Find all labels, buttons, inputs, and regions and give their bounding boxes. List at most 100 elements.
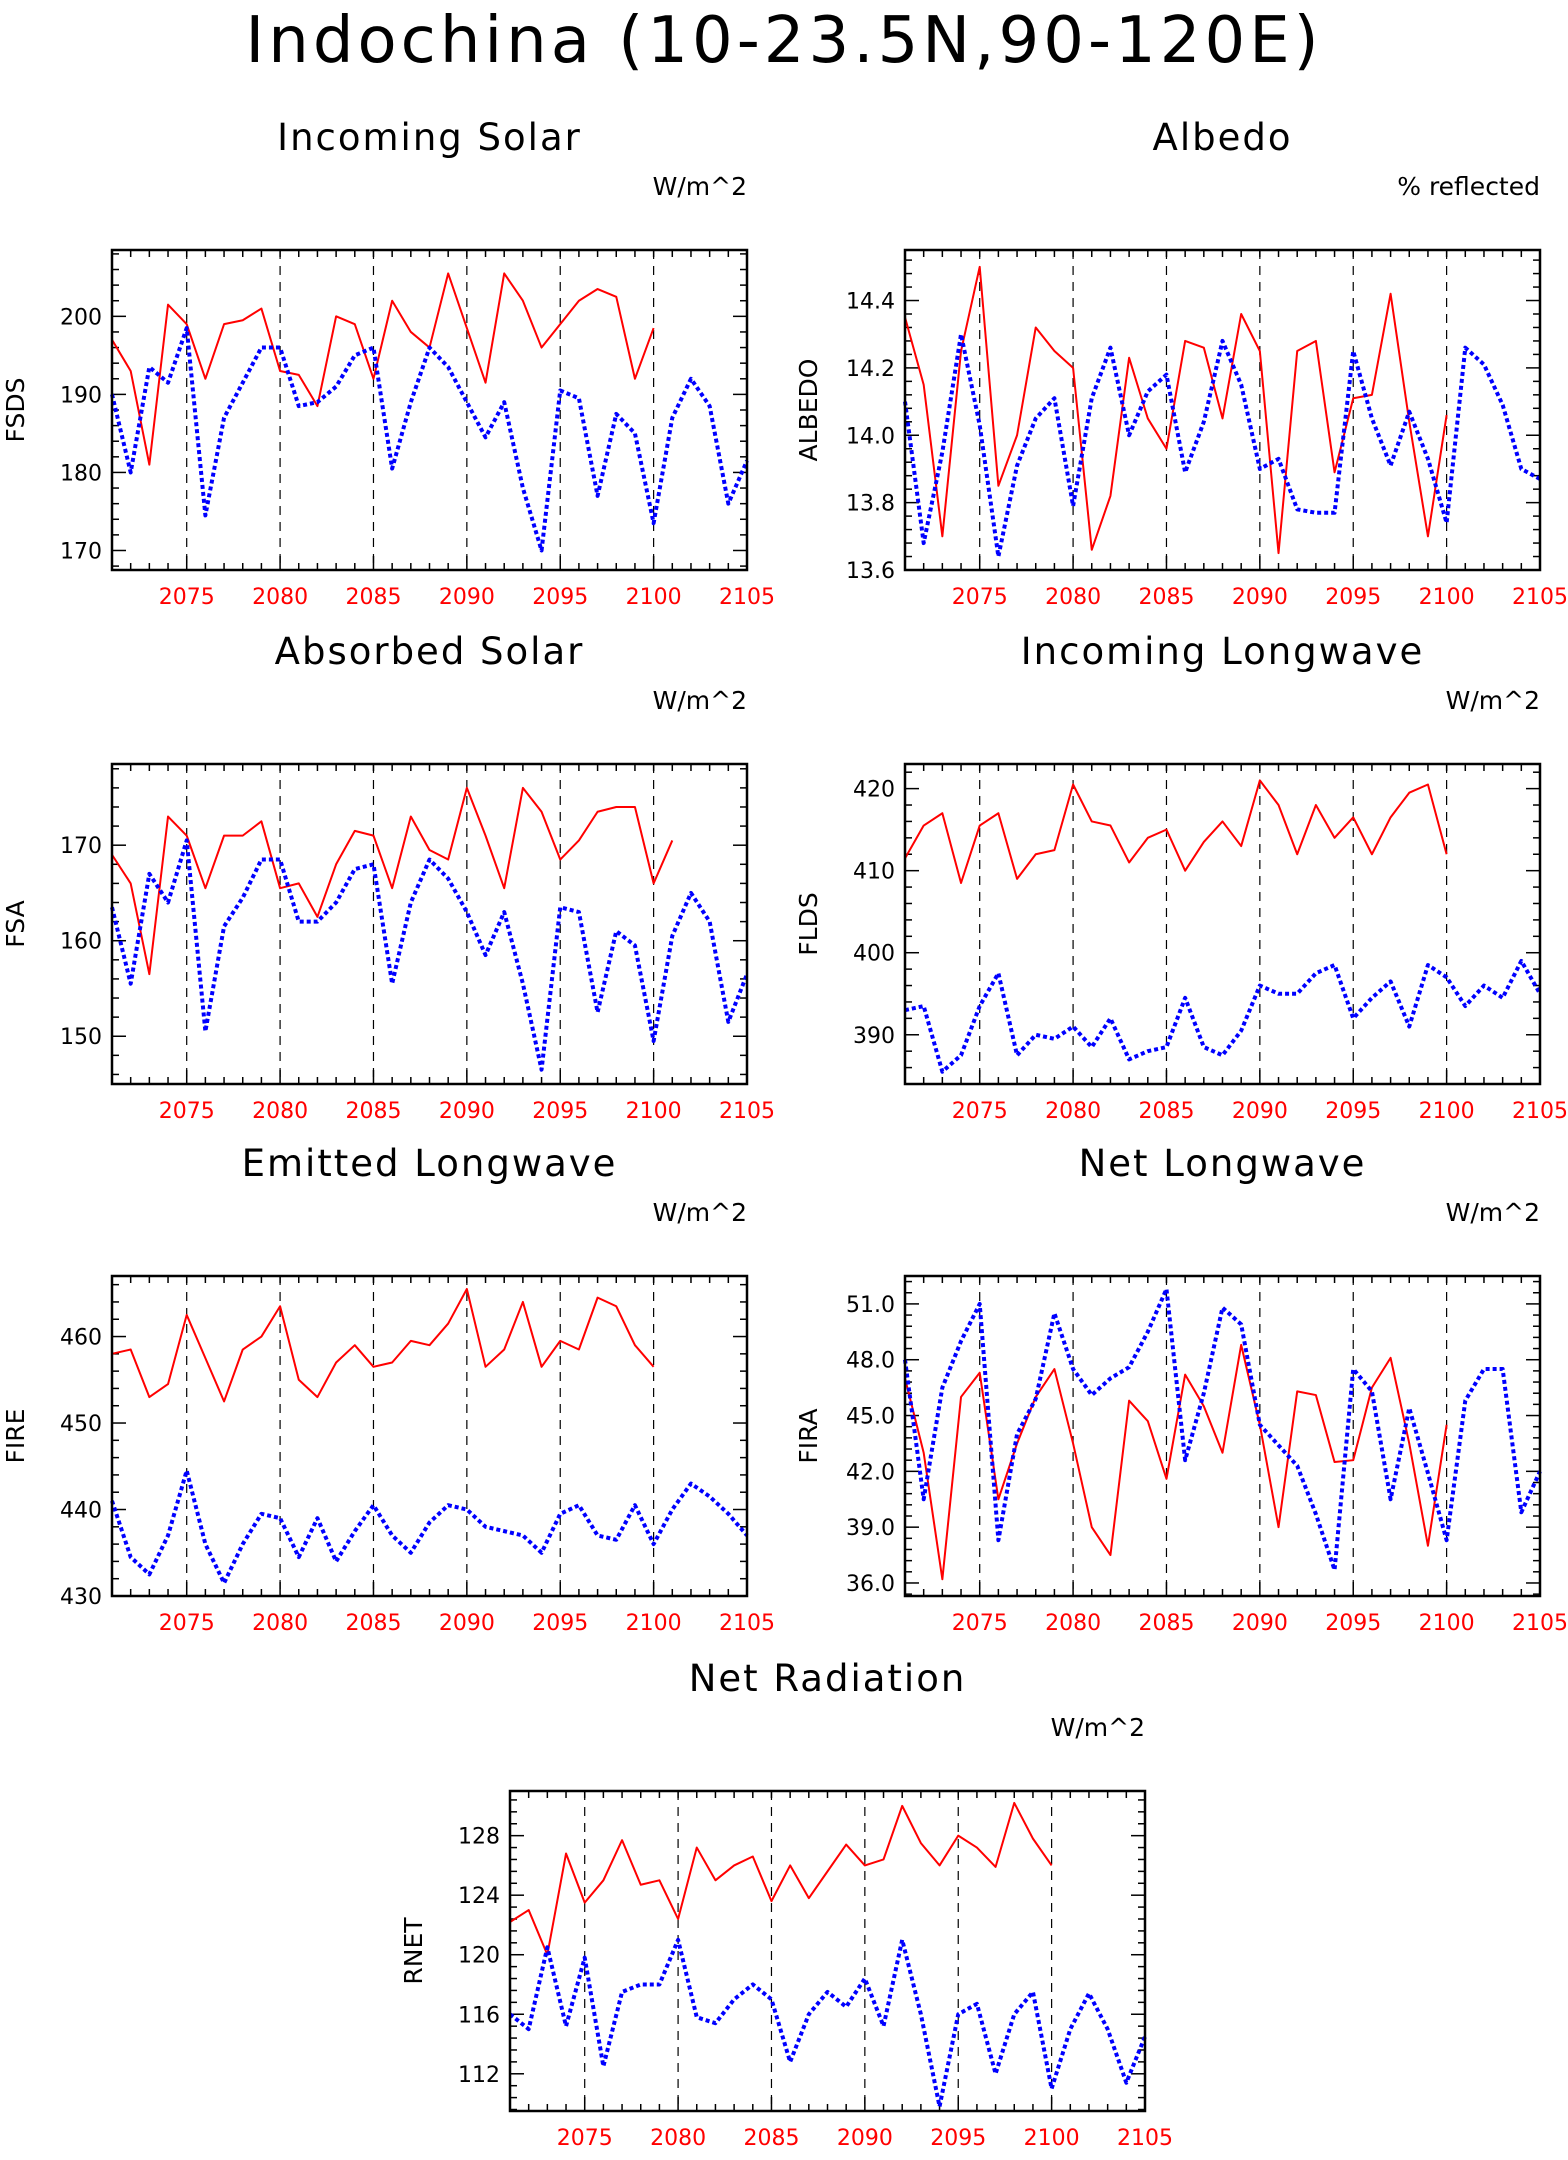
y-axis-label: FLDS	[794, 892, 823, 955]
x-tick-label: 2080	[1045, 1099, 1101, 1124]
y-axis-label: ALBEDO	[794, 359, 823, 462]
x-tick-label: 2085	[1138, 1611, 1194, 1636]
x-tick-label: 2075	[159, 1099, 215, 1124]
x-tick-label: 2095	[532, 585, 588, 610]
units-label: W/m^2	[653, 686, 747, 715]
x-tick-label: 2090	[439, 1611, 495, 1636]
x-tick-label: 2085	[743, 2126, 799, 2151]
y-tick-label: 42.0	[846, 1460, 895, 1485]
y-tick-label: 14.4	[846, 290, 895, 315]
y-tick-label: 460	[60, 1326, 102, 1351]
y-tick-label: 430	[60, 1585, 102, 1610]
plot-frame	[110, 1274, 749, 1598]
y-axis-label: FSA	[1, 900, 30, 947]
y-tick-label: 450	[60, 1412, 102, 1437]
y-tick-label: 36.0	[846, 1572, 895, 1597]
x-tick-label: 2105	[719, 1611, 775, 1636]
units-label: W/m^2	[1051, 1713, 1145, 1742]
x-tick-label: 2085	[1138, 1099, 1194, 1124]
y-tick-label: 48.0	[846, 1349, 895, 1374]
x-tick-label: 2080	[1045, 585, 1101, 610]
x-tick-label: 2090	[1232, 1099, 1288, 1124]
units-label: % reflected	[1397, 172, 1540, 201]
y-tick-label: 150	[60, 1025, 102, 1050]
chart-panel: 2075208020852090209521002105198019851990…	[1, 116, 775, 610]
series-line-future	[509, 1801, 1053, 1956]
y-tick-label: 180	[60, 461, 102, 486]
y-tick-label: 39.0	[846, 1516, 895, 1541]
series-line-future	[111, 786, 674, 976]
y-axis-label: RNET	[399, 1917, 428, 1985]
y-tick-label: 112	[458, 2063, 500, 2088]
x-tick-label: 2105	[1512, 1611, 1568, 1636]
y-tick-label: 440	[60, 1499, 102, 1524]
x-tick-label: 2105	[1512, 1099, 1568, 1124]
x-tick-label: 2105	[1117, 2126, 1173, 2151]
x-tick-label: 2090	[1232, 1611, 1288, 1636]
chart-panel: 2075208020852090209521002105198019851990…	[794, 116, 1568, 610]
chart-title: Absorbed Solar	[275, 630, 585, 673]
y-tick-label: 124	[458, 1884, 500, 1909]
chart-title: Net Radiation	[689, 1657, 967, 1700]
y-tick-label: 51.0	[846, 1293, 895, 1318]
x-tick-label: 2080	[252, 585, 308, 610]
series-line-future	[111, 272, 655, 466]
x-tick-label: 2100	[1419, 585, 1475, 610]
x-tick-label: 2080	[650, 2126, 706, 2151]
x-tick-label: 2100	[1419, 1611, 1475, 1636]
plot-frame	[903, 1274, 1542, 1598]
chart-panels: 2075208020852090209521002105198019851990…	[1, 116, 1568, 2151]
x-tick-label: 2095	[1325, 1099, 1381, 1124]
chart-panel: 2075208020852090209521002105198019851990…	[399, 1657, 1173, 2151]
series-line-future	[904, 265, 1448, 555]
x-tick-label: 2095	[930, 2126, 986, 2151]
x-tick-label: 2090	[1232, 585, 1288, 610]
series-line-historical	[110, 1468, 749, 1586]
chart-panel: 2075208020852090209521002105198019851990…	[1, 1142, 775, 1636]
y-tick-label: 410	[853, 860, 895, 885]
x-tick-label: 2100	[1419, 1099, 1475, 1124]
plot-frame	[110, 248, 749, 572]
units-label: W/m^2	[653, 172, 747, 201]
y-tick-label: 170	[60, 834, 102, 859]
series-line-historical	[110, 326, 749, 553]
plot-frame	[903, 248, 1542, 572]
x-tick-label: 2075	[952, 1611, 1008, 1636]
series-line-historical	[903, 332, 1541, 559]
y-tick-label: 13.8	[846, 492, 895, 517]
y-tick-label: 45.0	[846, 1405, 895, 1430]
y-tick-label: 170	[60, 539, 102, 564]
x-tick-label: 2100	[626, 1099, 682, 1124]
y-tick-label: 400	[853, 942, 895, 967]
y-axis-label: FSDS	[1, 378, 30, 443]
plot-frame	[110, 762, 749, 1086]
x-tick-label: 2105	[719, 1099, 775, 1124]
y-tick-label: 200	[60, 305, 102, 330]
x-tick-label: 2090	[439, 585, 495, 610]
series-line-historical	[903, 1287, 1542, 1572]
x-tick-label: 2090	[837, 2126, 893, 2151]
chart-title: Albedo	[1153, 116, 1293, 159]
y-tick-label: 116	[458, 2003, 500, 2028]
x-tick-label: 2075	[952, 1099, 1008, 1124]
x-tick-label: 2080	[252, 1099, 308, 1124]
x-tick-label: 2085	[345, 1611, 401, 1636]
y-axis-label: FIRA	[794, 1408, 823, 1463]
x-tick-label: 2080	[1045, 1611, 1101, 1636]
x-tick-label: 2100	[1024, 2126, 1080, 2151]
plot-frame	[903, 762, 1542, 1086]
x-tick-label: 2100	[626, 585, 682, 610]
x-tick-label: 2095	[1325, 1611, 1381, 1636]
series-line-historical	[508, 1937, 1147, 2109]
y-tick-label: 14.2	[846, 357, 895, 382]
y-tick-label: 390	[853, 1024, 895, 1049]
x-tick-label: 2105	[719, 585, 775, 610]
x-tick-label: 2080	[252, 1611, 308, 1636]
x-tick-label: 2095	[1325, 585, 1381, 610]
y-tick-label: 160	[60, 930, 102, 955]
figure-title: Indochina (10-23.5N,90-120E)	[245, 4, 1322, 78]
chart-panel: 2075208020852090209521002105198019851990…	[794, 1142, 1568, 1636]
y-tick-label: 13.6	[846, 559, 895, 584]
x-tick-label: 2100	[626, 1611, 682, 1636]
